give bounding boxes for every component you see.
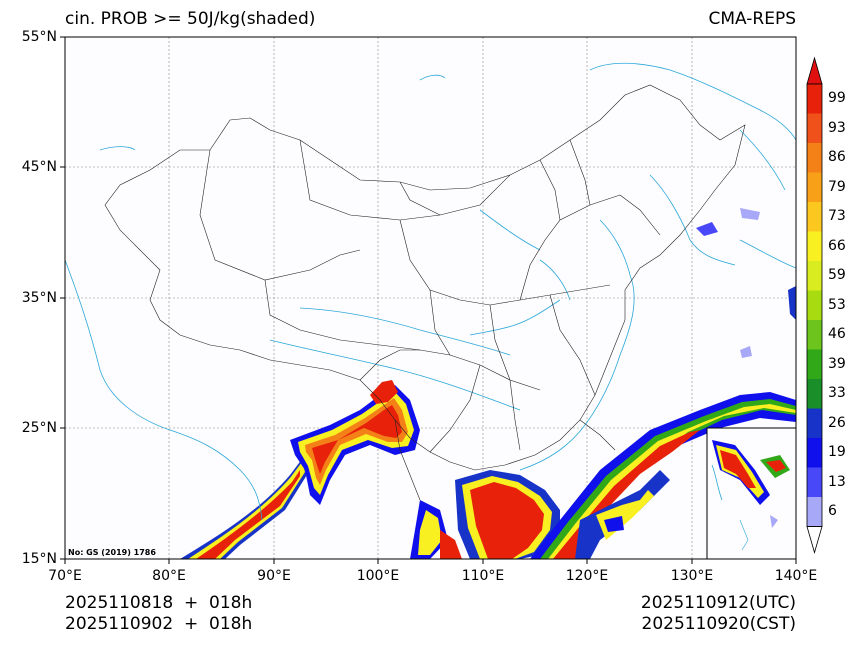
lat-label-15n: 15°N — [21, 551, 57, 567]
colorbar-segment — [807, 202, 822, 232]
lat-label-55n: 55°N — [21, 29, 57, 45]
init-time-utc: 2025110818 + 018h — [65, 593, 253, 613]
valid-time-block: 2025110912(UTC) 2025110920(CST) — [641, 593, 796, 635]
valid-time-utc: 2025110912(UTC) — [640, 593, 796, 613]
colorbar-segment — [807, 261, 822, 291]
colorbar-segment — [807, 379, 822, 409]
map-title: cin. PROB >= 50J/kg(shaded) — [65, 9, 316, 29]
colorbar-segment — [807, 231, 822, 261]
colorbar-over-arrow — [806, 56, 823, 85]
lat-label-25n: 25°N — [21, 420, 57, 436]
init-time-block: 2025110818 + 018h 2025110902 + 018h — [65, 593, 252, 635]
colorbar-segment — [807, 320, 822, 350]
colorbar-segment — [807, 84, 822, 114]
lon-label-130e: 130°E — [670, 568, 714, 584]
colorbar-segment — [807, 349, 822, 379]
map-credit: No: GS (2019) 1786 — [68, 548, 156, 557]
probability-shading — [180, 208, 796, 559]
valid-time-cst: 2025110920(CST) — [641, 614, 796, 634]
colorbar-label: 53 — [828, 296, 846, 313]
colorbar-segment — [807, 143, 822, 173]
colorbar-label: 33 — [828, 385, 846, 401]
south-china-sea-inset — [706, 427, 797, 560]
lat-label-45n: 45°N — [21, 159, 57, 175]
colorbar-segment — [807, 408, 822, 438]
colorbar-segment — [807, 172, 822, 202]
colorbar-label: 26 — [828, 414, 846, 431]
lon-label-110e: 110°E — [461, 568, 505, 584]
lon-label-90e: 90°E — [257, 568, 291, 584]
colorbar-label: 46 — [828, 326, 846, 342]
colorbar-label: 13 — [828, 473, 846, 490]
axis-ticks — [60, 36, 797, 564]
colorbar — [806, 56, 823, 554]
lat-label-35n: 35°N — [21, 290, 57, 306]
lon-label-100e: 100°E — [356, 568, 400, 584]
colorbar-segment — [807, 290, 822, 320]
lon-label-120e: 120°E — [565, 568, 609, 584]
borders — [104, 84, 746, 501]
colorbar-label: 73 — [828, 208, 846, 224]
colorbar-segment — [807, 497, 822, 527]
colorbar-label: 59 — [828, 267, 846, 283]
colorbar-label: 93 — [828, 119, 846, 136]
colorbar-label: 99 — [828, 90, 846, 106]
colorbar-label: 39 — [828, 355, 846, 372]
colorbar-under-arrow — [806, 526, 823, 554]
colorbar-label: 19 — [828, 444, 846, 460]
colorbar-label: 79 — [828, 178, 846, 195]
colorbar-segment — [807, 467, 822, 497]
graticule — [65, 37, 796, 559]
init-time-cst: 2025110902 + 018h — [65, 614, 253, 634]
colorbar-label: 6 — [828, 503, 837, 519]
colorbar-frame — [806, 83, 823, 527]
colorbar-label: 66 — [828, 237, 846, 254]
colorbar-segment — [807, 438, 822, 468]
lon-label-80e: 80°E — [152, 568, 186, 584]
colorbar-label: 86 — [828, 149, 846, 165]
lon-label-140e: 140°E — [774, 568, 818, 584]
lon-label-70e: 70°E — [48, 568, 82, 584]
colorbar-segment — [807, 113, 822, 143]
model-name: CMA-REPS — [708, 9, 796, 29]
coastlines-rivers — [65, 62, 796, 521]
